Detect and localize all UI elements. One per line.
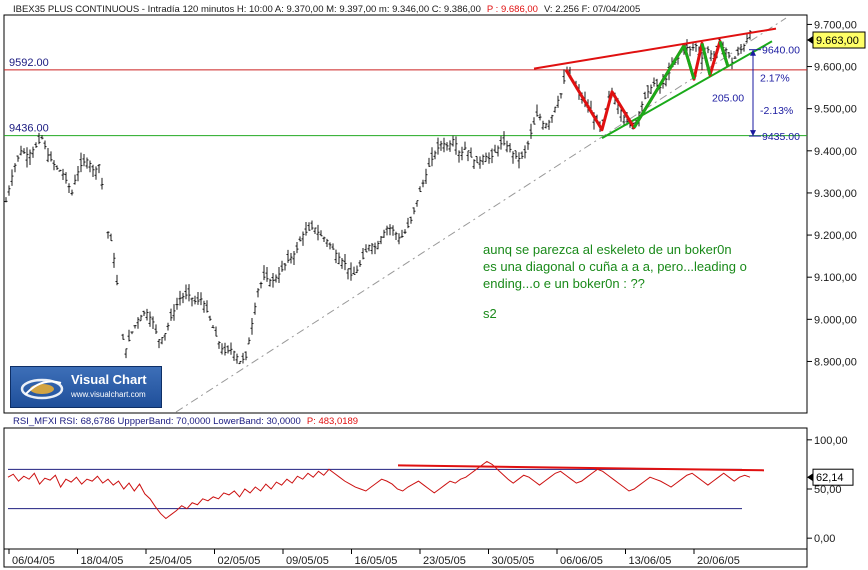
annotation-line-1: aunq se parezca al eskeleto de un boker0… bbox=[483, 242, 732, 257]
main-y-tick-label: 9.300,00 bbox=[814, 188, 857, 200]
main-panel-frame bbox=[3, 14, 808, 414]
waves-layer bbox=[564, 39, 730, 132]
measure-diff: 205.00 bbox=[712, 93, 744, 105]
x-axis: 06/04/05 18/04/05 25/04/05 02/05/05 09/05/05… bbox=[8, 549, 740, 567]
rsi-y-tick-label: 0,00 bbox=[814, 533, 835, 545]
measure-down-arrow-icon bbox=[750, 130, 756, 137]
x-axis-strip bbox=[3, 548, 808, 568]
annotation-line-3: ending...o e un boker0n : ?? bbox=[483, 276, 645, 291]
main-header-title: IBEX35 PLUS CONTINUOUS - Intradía 120 mi… bbox=[13, 4, 640, 15]
logo-swoosh-icon bbox=[20, 378, 64, 400]
main-y-tick-label: 9.600,00 bbox=[814, 62, 857, 74]
x-tick-label: 13/06/05 bbox=[629, 555, 672, 567]
rsi-y-tick-label: 50,00 bbox=[814, 484, 842, 496]
annotation-line-2: es una diagonal o cuña a a a, pero...lea… bbox=[483, 259, 747, 274]
main-y-tick-label: 9.200,00 bbox=[814, 230, 857, 242]
x-tick-label: 20/06/05 bbox=[697, 555, 740, 567]
logo-title: Visual Chart bbox=[71, 372, 147, 387]
main-y-axis: 9.700,00 9.600,00 9.500,00 9.400,00 9.300,00… bbox=[807, 19, 866, 368]
main-header-tail: V: 2.256 F: 07/04/2005 bbox=[544, 4, 640, 15]
level-label: 9592.00 bbox=[9, 57, 49, 69]
main-y-tick-label: 8.900,00 bbox=[814, 356, 857, 368]
main-header-p: P : 9.686,00 bbox=[487, 4, 538, 15]
x-tick-label: 25/04/05 bbox=[149, 555, 192, 567]
x-tick-label: 30/05/05 bbox=[492, 555, 535, 567]
rsi-line bbox=[7, 460, 751, 520]
main-y-tick-label: 9.000,00 bbox=[814, 314, 857, 326]
x-tick-label: 02/05/05 bbox=[218, 555, 261, 567]
rsi-layer bbox=[7, 460, 765, 520]
candles-layer bbox=[4, 29, 752, 365]
level-label: 9436.00 bbox=[9, 123, 49, 135]
upper-trendline bbox=[533, 27, 777, 70]
measure-bottom-label: 9435.00 bbox=[762, 131, 800, 143]
main-y-tick-label: 9.700,00 bbox=[814, 19, 857, 31]
dashed-support-layer bbox=[175, 17, 787, 413]
x-tick-label: 18/04/05 bbox=[81, 555, 124, 567]
main-y-tick-label: 9.400,00 bbox=[814, 146, 857, 158]
x-tick-label: 06/06/05 bbox=[560, 555, 603, 567]
annotation: aunq se parezca al eskeleto de un boker0… bbox=[483, 242, 747, 321]
last-price-arrow-icon bbox=[807, 36, 813, 45]
horizontal-levels: 9592.00 9436.00 bbox=[4, 57, 807, 137]
logo-url: www.visualchart.com bbox=[71, 390, 146, 399]
annotation-signature: s2 bbox=[483, 306, 497, 321]
dashed-support-line bbox=[175, 17, 787, 413]
rsi-last-label: 62,14 bbox=[816, 472, 844, 484]
rsi-y-tick-label: 100,00 bbox=[814, 435, 848, 447]
measure-top-label: 9640.00 bbox=[762, 45, 800, 57]
x-tick-label: 06/04/05 bbox=[12, 555, 55, 567]
green-wave-leg bbox=[632, 44, 686, 129]
green-wave-leg bbox=[700, 43, 712, 76]
rsi-last-arrow-icon bbox=[807, 473, 813, 482]
green-wave-leg bbox=[682, 45, 696, 80]
rsi-divergence-line bbox=[397, 464, 765, 472]
measure-up-arrow-icon bbox=[750, 49, 756, 56]
measure-up-pct: 2.17% bbox=[760, 73, 790, 85]
measure-down-pct: -2.13% bbox=[760, 105, 793, 117]
measure-layer: 9640.00 2.17% 205.00 -2.13% 9435.00 bbox=[712, 45, 800, 143]
rsi-header-title: RSI_MFXI RSI: 68,6786 UppperBand: 70,000… bbox=[13, 416, 358, 427]
main-y-tick-label: 9.100,00 bbox=[814, 272, 857, 284]
last-price-label: 9.663,00 bbox=[816, 35, 859, 47]
visual-chart-logo: Visual Chart www.visualchart.com bbox=[10, 366, 162, 408]
x-tick-label: 23/05/05 bbox=[423, 555, 466, 567]
rsi-y-axis: 100,00 50,00 0,00 62,14 bbox=[807, 435, 854, 545]
x-tick-label: 09/05/05 bbox=[286, 555, 329, 567]
x-tick-label: 16/05/05 bbox=[355, 555, 398, 567]
green-wave-leg bbox=[718, 40, 730, 68]
rsi-header-p: P: 483,0189 bbox=[307, 416, 358, 427]
main-y-tick-label: 9.500,00 bbox=[814, 104, 857, 116]
